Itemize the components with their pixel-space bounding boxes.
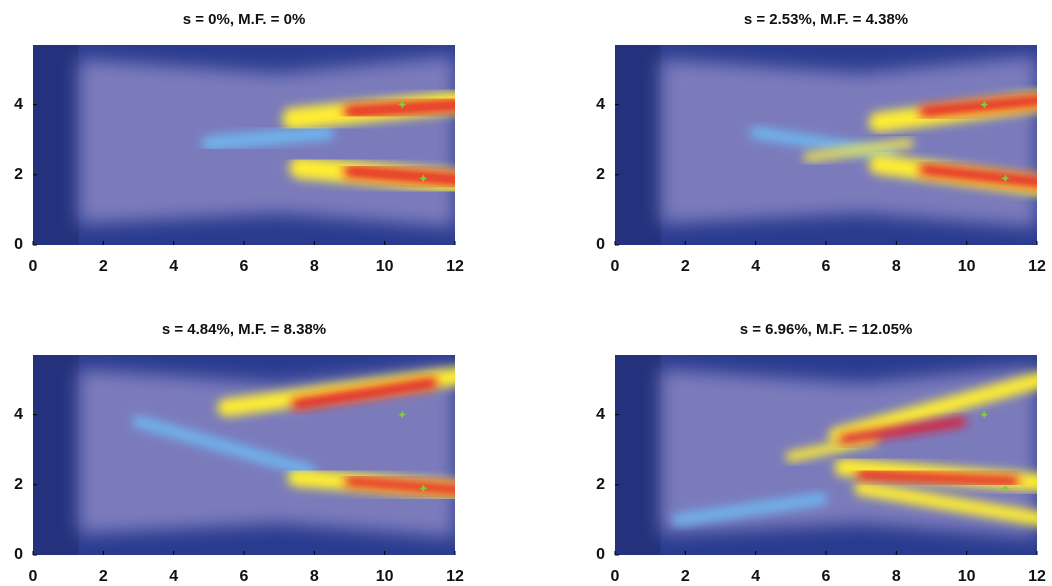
x-tick-label: 10 — [376, 568, 394, 585]
y-tick-label: 2 — [596, 166, 605, 183]
beam — [918, 95, 1037, 118]
x-tick-label: 4 — [169, 258, 178, 275]
x-tick-label: 10 — [376, 258, 394, 275]
y-tick-label: 0 — [596, 546, 605, 563]
panel-title: s = 6.96%, M.F. = 12.05% — [740, 321, 913, 338]
heatmap-image — [33, 45, 455, 245]
y-tick-label: 4 — [596, 406, 605, 423]
beam — [785, 434, 879, 462]
x-tick-label: 12 — [1028, 568, 1046, 585]
x-tick-label: 0 — [29, 568, 38, 585]
x-tick-label: 12 — [446, 258, 464, 275]
panel-title: s = 4.84%, M.F. = 8.38% — [162, 321, 326, 338]
left-strip — [615, 355, 661, 555]
left-strip — [33, 355, 79, 555]
beam — [343, 98, 455, 118]
left-strip — [33, 45, 79, 245]
x-tick-label: 2 — [681, 258, 690, 275]
y-tick-label: 2 — [14, 476, 23, 493]
beam — [132, 415, 316, 477]
x-tick-label: 4 — [169, 568, 178, 585]
marker — [419, 484, 428, 493]
y-tick-label: 0 — [14, 236, 23, 253]
x-tick-label: 10 — [958, 568, 976, 585]
x-tick-label: 4 — [751, 258, 760, 275]
panel: s = 4.84%, M.F. = 8.38% 0 2 4 6 8 10 12 0 2 4 — [14, 321, 464, 585]
beam — [344, 476, 455, 495]
x-tick-label: 2 — [99, 258, 108, 275]
x-tick-label: 2 — [681, 568, 690, 585]
panel-title: s = 2.53%, M.F. = 4.38% — [744, 11, 908, 28]
beam — [291, 377, 438, 410]
y-tick-label: 4 — [14, 406, 23, 423]
x-tick-label: 12 — [1028, 258, 1046, 275]
marker — [1001, 484, 1010, 493]
y-tick-label: 0 — [14, 546, 23, 563]
marker — [1001, 174, 1010, 183]
heatmap-image — [615, 355, 1037, 555]
y-tick-label: 2 — [596, 476, 605, 493]
y-tick-label: 4 — [14, 96, 23, 113]
x-tick-label: 6 — [822, 258, 831, 275]
x-tick-label: 4 — [751, 568, 760, 585]
marker — [419, 174, 428, 183]
x-tick-label: 8 — [310, 568, 319, 585]
panel-title: s = 0%, M.F. = 0% — [183, 11, 306, 28]
x-tick-label: 0 — [29, 258, 38, 275]
marker — [980, 410, 989, 419]
marker — [398, 410, 407, 419]
beam — [343, 165, 455, 186]
x-tick-label: 0 — [611, 258, 620, 275]
left-strip — [615, 45, 661, 245]
panel: s = 6.96%, M.F. = 12.05% 0 2 4 6 8 10 12 0 2 4 — [596, 321, 1046, 585]
x-tick-label: 8 — [892, 568, 901, 585]
x-tick-label: 6 — [240, 568, 249, 585]
marker — [980, 100, 989, 109]
marker — [398, 100, 407, 109]
panel: s = 0%, M.F. = 0% 0 2 4 6 8 10 12 0 2 4 — [14, 11, 464, 275]
beam — [854, 481, 1037, 526]
y-tick-label: 0 — [596, 236, 605, 253]
x-tick-label: 6 — [822, 568, 831, 585]
beam — [201, 125, 334, 151]
heatmap-image — [615, 45, 1037, 245]
x-tick-label: 12 — [446, 568, 464, 585]
beam — [856, 469, 1020, 487]
x-tick-label: 10 — [958, 258, 976, 275]
x-tick-label: 0 — [611, 568, 620, 585]
x-tick-label: 8 — [310, 258, 319, 275]
beam — [918, 164, 1037, 188]
panel: s = 2.53%, M.F. = 4.38% 0 2 4 6 8 10 12 0 2 4 — [596, 11, 1046, 275]
x-tick-label: 8 — [892, 258, 901, 275]
x-tick-label: 6 — [240, 258, 249, 275]
beam — [828, 372, 1037, 444]
beam — [803, 138, 914, 163]
heatmap-image — [33, 355, 455, 555]
beam — [839, 417, 966, 444]
y-tick-label: 4 — [596, 96, 605, 113]
y-tick-label: 2 — [14, 166, 23, 183]
x-tick-label: 2 — [99, 568, 108, 585]
